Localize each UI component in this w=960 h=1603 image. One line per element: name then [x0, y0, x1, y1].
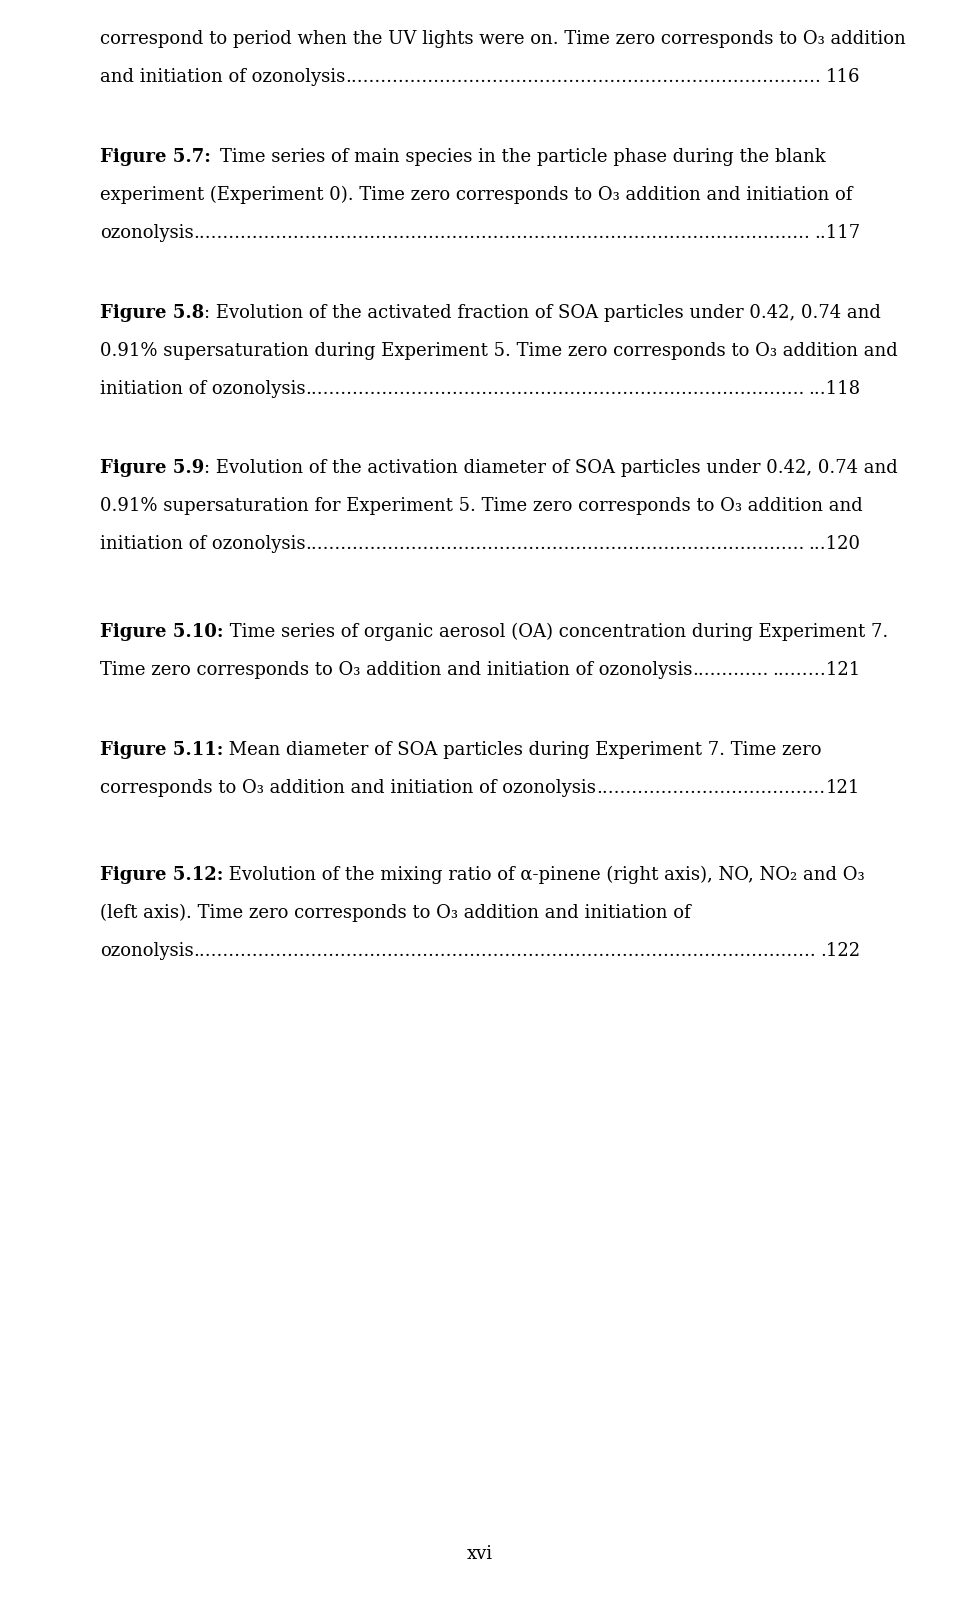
Text: initiation of ozonolysis: initiation of ozonolysis	[100, 535, 305, 553]
Text: ................................................................................: ........................................…	[346, 67, 821, 87]
Text: ...118: ...118	[808, 380, 860, 398]
Text: : Evolution of the activated fraction of SOA particles under 0.42, 0.74 and: : Evolution of the activated fraction of…	[204, 303, 881, 322]
Text: 116: 116	[826, 67, 860, 87]
Text: 121: 121	[826, 779, 860, 797]
Text: ..117: ..117	[814, 224, 860, 242]
Text: .122: .122	[820, 943, 860, 960]
Text: Figure 5.7:: Figure 5.7:	[100, 147, 211, 165]
Text: and initiation of ozonolysis: and initiation of ozonolysis	[100, 67, 346, 87]
Text: 0.91% supersaturation for Experiment 5. Time zero corresponds to O₃ addition and: 0.91% supersaturation for Experiment 5. …	[100, 497, 863, 516]
Text: Figure 5.9: Figure 5.9	[100, 460, 204, 478]
Text: 0.91% supersaturation during Experiment 5. Time zero corresponds to O₃ addition : 0.91% supersaturation during Experiment …	[100, 341, 898, 359]
Text: ozonolysis: ozonolysis	[100, 943, 194, 960]
Text: ................................................................................: ........................................…	[194, 224, 810, 242]
Text: Time zero corresponds to O₃ addition and initiation of ozonolysis: Time zero corresponds to O₃ addition and…	[100, 660, 692, 678]
Text: Mean diameter of SOA particles during Experiment 7. Time zero: Mean diameter of SOA particles during Ex…	[224, 741, 822, 758]
Text: Figure 5.12:: Figure 5.12:	[100, 866, 224, 883]
Text: ...120: ...120	[808, 535, 860, 553]
Text: Time series of organic aerosol (OA) concentration during Experiment 7.: Time series of organic aerosol (OA) conc…	[224, 624, 888, 641]
Text: Figure 5.11:: Figure 5.11:	[100, 741, 224, 758]
Text: .............: .............	[692, 660, 769, 678]
Text: .......................................: .......................................	[596, 779, 825, 797]
Text: : Evolution of the activation diameter of SOA particles under 0.42, 0.74 and: : Evolution of the activation diameter o…	[204, 460, 898, 478]
Text: corresponds to O₃ addition and initiation of ozonolysis: corresponds to O₃ addition and initiatio…	[100, 779, 596, 797]
Text: (left axis). Time zero corresponds to O₃ addition and initiation of: (left axis). Time zero corresponds to O₃…	[100, 904, 690, 922]
Text: Figure 5.8: Figure 5.8	[100, 303, 204, 322]
Text: ozonolysis: ozonolysis	[100, 224, 194, 242]
Text: Figure 5.10:: Figure 5.10:	[100, 624, 224, 641]
Text: xvi: xvi	[467, 1545, 493, 1563]
Text: ................................................................................: ........................................…	[305, 535, 804, 553]
Text: ................................................................................: ........................................…	[194, 943, 816, 960]
Text: correspond to period when the UV lights were on. Time zero corresponds to O₃ add: correspond to period when the UV lights …	[100, 30, 905, 48]
Text: Time series of main species in the particle phase during the blank: Time series of main species in the parti…	[211, 147, 826, 165]
Text: Evolution of the mixing ratio of α-pinene (right axis), NO, NO₂ and O₃: Evolution of the mixing ratio of α-pinen…	[224, 866, 865, 885]
Text: initiation of ozonolysis: initiation of ozonolysis	[100, 380, 305, 398]
Text: experiment (Experiment 0). Time zero corresponds to O₃ addition and initiation o: experiment (Experiment 0). Time zero cor…	[100, 186, 852, 204]
Text: ................................................................................: ........................................…	[305, 380, 804, 398]
Text: ...……121: ...……121	[772, 660, 860, 678]
